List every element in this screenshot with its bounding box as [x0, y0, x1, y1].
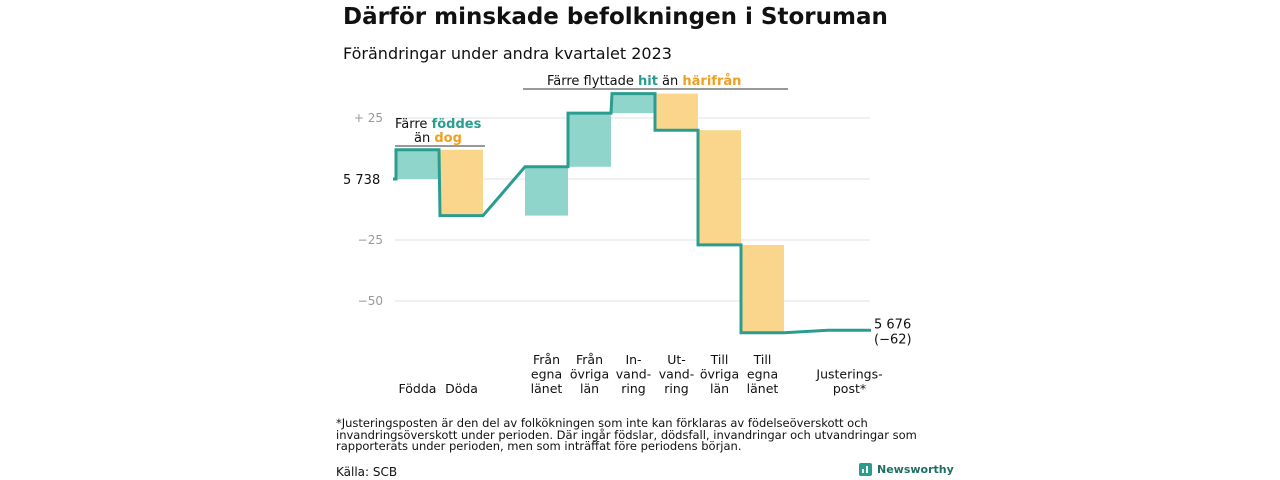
bar — [396, 149, 439, 179]
x-tick-label: länet — [531, 381, 563, 396]
bar-chart-icon — [859, 463, 872, 476]
start-value-label: 5 738 — [343, 173, 380, 188]
x-tick-label: län — [580, 381, 599, 396]
x-tick-label: Döda — [445, 381, 478, 396]
series-line — [393, 92, 871, 335]
x-tick-label: egna — [747, 367, 778, 382]
bar — [525, 166, 568, 216]
x-tick-label: vand- — [616, 367, 651, 382]
x-tick-label: In- — [625, 352, 641, 367]
bar — [440, 149, 483, 216]
bar — [655, 93, 698, 131]
footnote: *Justeringsposten är den del av folkökni… — [336, 416, 917, 453]
x-tick-label: län — [710, 381, 729, 396]
x-tick-label: vand- — [659, 367, 694, 382]
x-tick-label: Födda — [399, 381, 437, 396]
bar — [741, 244, 784, 333]
bar — [698, 130, 741, 245]
x-tick-label: ring — [664, 381, 688, 396]
end-change-label: (−62) — [874, 332, 912, 347]
annotation-births-line2: än dog — [414, 131, 462, 146]
bar — [568, 113, 611, 167]
bar — [612, 93, 655, 114]
x-tick-label: Till — [710, 352, 729, 367]
x-tick-label: Från — [576, 352, 603, 367]
x-tick-label: Justerings- — [815, 367, 882, 382]
newsworthy-logo: Newsworthy — [859, 463, 954, 476]
x-tick-label: Till — [753, 352, 772, 367]
y-tick-label: −50 — [358, 294, 383, 308]
x-tick-label: övriga — [570, 367, 609, 382]
annotation-births-line1: Färre föddes — [395, 117, 482, 132]
x-tick-label: länet — [747, 381, 779, 396]
annotation-migration: Färre flyttade hit än härifrån — [547, 74, 741, 89]
end-value-label: 5 676 — [874, 317, 911, 332]
page-title: Därför minskade befolkningen i Storuman — [343, 4, 888, 30]
y-tick-label: + 25 — [354, 111, 383, 125]
x-tick-label: egna — [531, 367, 562, 382]
x-tick-label: post* — [833, 381, 866, 396]
x-tick-label: Från — [533, 352, 560, 367]
x-tick-label: Ut- — [667, 352, 686, 367]
x-tick-label: ring — [621, 381, 645, 396]
y-tick-label: −25 — [358, 233, 383, 247]
x-tick-label: övriga — [700, 367, 739, 382]
page-subtitle: Förändringar under andra kvartalet 2023 — [343, 44, 672, 63]
source-label: Källa: SCB — [336, 465, 398, 479]
brand-name: Newsworthy — [877, 463, 954, 476]
